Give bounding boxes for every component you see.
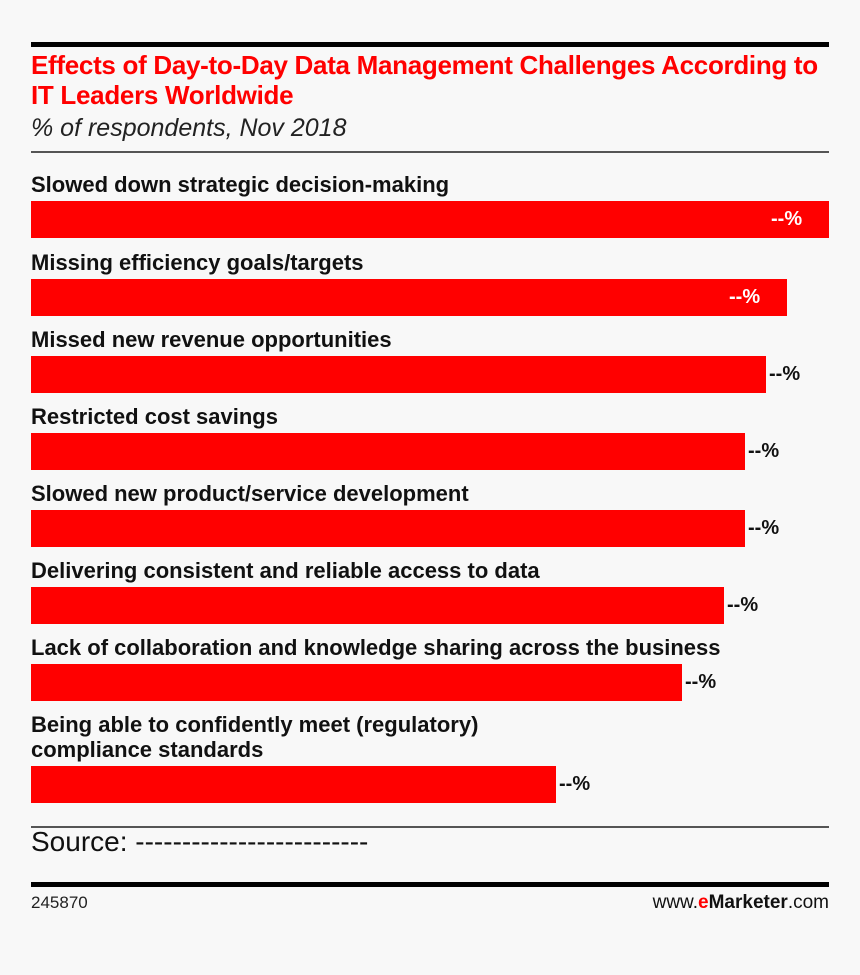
top-rule [31, 42, 829, 47]
category-label: Lack of collaboration and knowledge shar… [31, 635, 721, 660]
bar [31, 279, 787, 316]
bar [31, 356, 766, 393]
category-label: Restricted cost savings [31, 404, 278, 429]
bar [31, 201, 829, 238]
source-rule [31, 826, 829, 828]
footer-rule [31, 882, 829, 887]
bar [31, 433, 745, 470]
bar [31, 766, 556, 803]
category-label: Delivering consistent and reliable acces… [31, 558, 540, 583]
data-label: --% [685, 671, 717, 693]
chart-subtitle: % of respondents, Nov 2018 [31, 114, 347, 142]
brand-name: Marketer [708, 892, 788, 913]
bar [31, 510, 745, 547]
bar [31, 587, 724, 624]
category-label: Slowed down strategic decision-making [31, 172, 450, 197]
category-label: Missed new revenue opportunities [31, 327, 392, 352]
header-rule [31, 151, 829, 153]
category-label: Slowed new product/service development [31, 481, 469, 506]
data-label: --% [727, 594, 759, 616]
brand-suffix: .com [787, 892, 829, 913]
data-label: --% [769, 363, 801, 385]
data-label: --% [559, 773, 591, 795]
chart-title: Effects of Day-to-Day Data Management Ch… [31, 50, 818, 110]
data-label: --% [748, 440, 780, 462]
data-label: --% [771, 208, 803, 230]
category-label: Being able to confidently meet (regulato… [31, 712, 479, 762]
data-label: --% [748, 517, 780, 539]
brand-prefix: www. [652, 892, 699, 913]
category-label: Missing efficiency goals/targets [31, 250, 364, 275]
emarketer-link[interactable]: www.eMarketer.com [653, 892, 829, 914]
bar [31, 664, 682, 701]
data-label: --% [729, 286, 761, 308]
brand-e: e [698, 892, 709, 913]
chart-id: 245870 [31, 893, 88, 912]
source-text: Source: ------------------------- [31, 826, 369, 857]
